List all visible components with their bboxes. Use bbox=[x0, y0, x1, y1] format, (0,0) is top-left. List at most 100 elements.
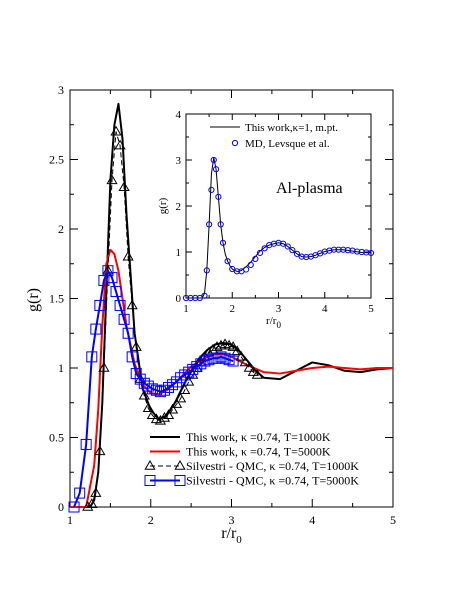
data-point bbox=[227, 355, 239, 367]
data-point bbox=[208, 186, 215, 193]
data-point bbox=[126, 351, 138, 363]
y-tick-label: 2 bbox=[58, 222, 64, 236]
data-point bbox=[195, 358, 207, 370]
legend-marker-end bbox=[174, 475, 186, 486]
data-point bbox=[201, 292, 208, 299]
x-tick-label: 2 bbox=[148, 513, 154, 527]
y-tick-label: 1 bbox=[176, 247, 182, 259]
data-point bbox=[367, 249, 375, 257]
data-point bbox=[215, 193, 222, 200]
x-tick-label: 5 bbox=[390, 513, 396, 527]
y-tick-label: 0 bbox=[58, 500, 64, 514]
data-point bbox=[358, 248, 365, 256]
data-point bbox=[90, 323, 102, 335]
inset-legend-label: This work,κ=1, m.pt. bbox=[245, 122, 338, 134]
y-tick-label: 1 bbox=[58, 361, 64, 375]
data-point bbox=[344, 247, 351, 254]
data-point bbox=[179, 384, 191, 394]
data-point bbox=[150, 384, 162, 396]
data-point bbox=[203, 354, 215, 366]
data-point bbox=[212, 166, 220, 173]
series-3 bbox=[68, 265, 239, 513]
data-point bbox=[122, 327, 134, 339]
data-point bbox=[243, 266, 250, 273]
data-point bbox=[354, 248, 361, 255]
inset-legend-marker bbox=[231, 139, 239, 147]
legend-entry-0: This work, κ =0.74, T=1000K bbox=[150, 430, 331, 444]
inset-plot-background bbox=[186, 114, 371, 298]
data-point bbox=[224, 258, 231, 265]
inset-legend-label: MD, Levsque et al. bbox=[245, 138, 330, 150]
main-y-axis-label: g(r) bbox=[25, 288, 42, 312]
data-point bbox=[217, 221, 224, 228]
data-point bbox=[261, 245, 268, 252]
inset-annotation: Al-plasma bbox=[276, 180, 343, 197]
data-point bbox=[233, 268, 240, 275]
data-point bbox=[142, 402, 154, 413]
data-point bbox=[170, 398, 183, 408]
y-tick-label: 2 bbox=[176, 201, 182, 213]
data-point bbox=[363, 249, 370, 256]
data-point bbox=[154, 414, 167, 425]
series-line bbox=[87, 131, 258, 508]
data-point bbox=[158, 412, 171, 422]
data-point bbox=[94, 445, 106, 456]
y-tick-label: 3 bbox=[176, 155, 182, 167]
data-point bbox=[175, 372, 187, 384]
legend-entry-3: Silvestri - QMC, κ =0.74, T=5000K bbox=[144, 474, 359, 488]
data-point bbox=[126, 299, 138, 310]
data-point bbox=[206, 221, 213, 228]
x-tick-label: 3 bbox=[276, 303, 282, 315]
data-point bbox=[138, 389, 150, 400]
y-tick-label: 1.5 bbox=[49, 292, 64, 306]
main-axis-ticks: 1 2 3 4 5 0 0.5 1 1.5 2 2.5 3 bbox=[49, 83, 396, 527]
data-point bbox=[284, 243, 291, 250]
data-point bbox=[191, 361, 203, 373]
data-point bbox=[340, 246, 347, 253]
legend-label: This work, κ =0.74, T=5000K bbox=[186, 445, 331, 459]
data-point bbox=[199, 355, 211, 367]
y-tick-label: 4 bbox=[176, 109, 182, 121]
data-point bbox=[146, 383, 158, 395]
data-point bbox=[118, 313, 130, 325]
data-point bbox=[142, 380, 154, 392]
inset-legend-entry-0: This work,κ=1, m.pt. bbox=[210, 122, 338, 134]
y-tick-label: 0.5 bbox=[49, 431, 64, 445]
data-point bbox=[130, 368, 142, 380]
data-point bbox=[82, 500, 94, 511]
data-point bbox=[171, 376, 183, 388]
data-point bbox=[215, 351, 227, 363]
inset-x-axis-label: r/r0 bbox=[266, 315, 281, 330]
data-point bbox=[203, 267, 210, 274]
data-point bbox=[187, 294, 194, 302]
data-point bbox=[219, 239, 227, 246]
data-point bbox=[187, 363, 199, 375]
data-point bbox=[289, 247, 296, 254]
data-point bbox=[175, 392, 187, 403]
data-point bbox=[114, 139, 126, 150]
legend-label: Silvestri - QMC, κ =0.74, T=1000K bbox=[186, 459, 359, 473]
series-1 bbox=[182, 156, 375, 302]
data-point bbox=[330, 246, 338, 253]
inset-series-layer bbox=[182, 156, 375, 302]
data-point bbox=[146, 409, 158, 420]
legend-marker-start bbox=[144, 459, 156, 470]
data-point bbox=[74, 487, 86, 499]
data-point bbox=[163, 381, 175, 393]
data-point bbox=[106, 174, 118, 185]
data-point bbox=[235, 350, 247, 361]
data-point bbox=[130, 341, 142, 351]
data-point bbox=[252, 255, 259, 262]
data-point bbox=[80, 438, 92, 450]
data-point bbox=[102, 265, 114, 277]
data-point bbox=[167, 379, 179, 391]
data-point bbox=[239, 356, 251, 367]
main-series-layer bbox=[68, 102, 394, 513]
data-point bbox=[166, 403, 179, 414]
inset-legend: This work,κ=1, m.pt. MD, Levsque et al. bbox=[210, 122, 338, 150]
legend-label: Silvestri - QMC, κ =0.74, T=5000K bbox=[186, 474, 359, 488]
legend-marker-end bbox=[174, 459, 186, 470]
data-point bbox=[114, 299, 126, 311]
